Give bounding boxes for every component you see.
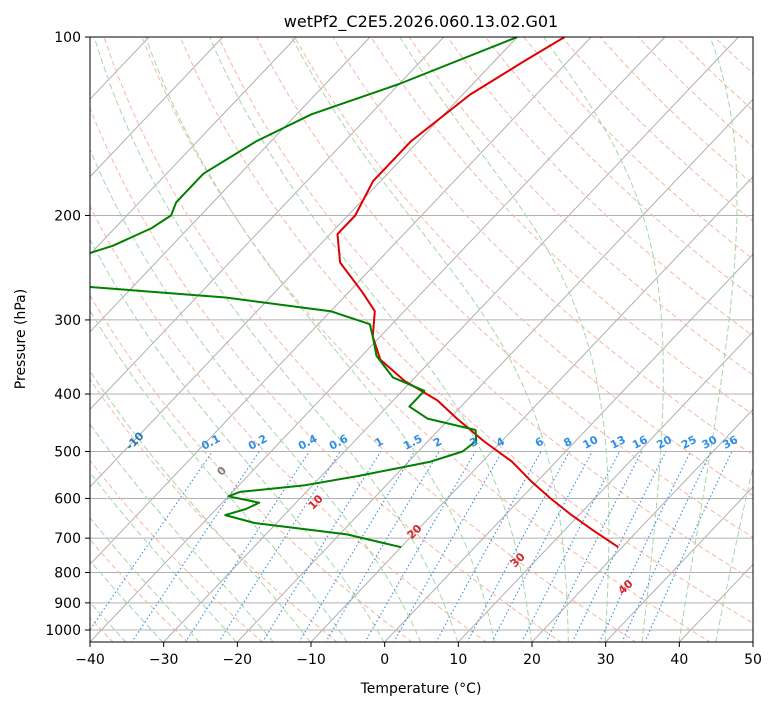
moist-adiabat-line xyxy=(209,37,532,642)
isotherm-line xyxy=(90,37,224,178)
moist-adiabat-line xyxy=(543,37,664,642)
isotherm-line xyxy=(236,98,753,642)
dry-adiabat-line xyxy=(90,459,264,642)
isotherm-line xyxy=(90,37,666,642)
x-tick-label: 50 xyxy=(744,652,762,668)
x-tick-label: −30 xyxy=(149,652,179,668)
isotherm-line xyxy=(90,37,371,333)
y-tick-label: 200 xyxy=(54,209,81,225)
mixing-ratio-line xyxy=(545,451,643,642)
mixing-ratio-line xyxy=(466,451,570,642)
dry-adiabat-line xyxy=(485,37,753,298)
moist-adiabat-line xyxy=(145,37,496,642)
isotherm-line xyxy=(310,176,753,642)
y-tick-label: 1000 xyxy=(45,623,81,639)
isotherm-line xyxy=(162,37,739,642)
moist-adiabat-line xyxy=(90,309,348,642)
dry-adiabat-line xyxy=(370,37,753,416)
x-tick-label: 20 xyxy=(523,652,541,668)
mixing-ratio-label: 10 xyxy=(581,433,601,452)
mixing-ratio-line xyxy=(218,451,341,642)
mixing-ratio-label: 25 xyxy=(679,433,699,452)
x-tick-label: −10 xyxy=(296,652,326,668)
isotherm-line xyxy=(90,37,297,256)
moist-adiabat-line xyxy=(715,464,753,642)
y-tick-label: 100 xyxy=(54,30,81,46)
moist-adiabat-line xyxy=(90,148,422,642)
moist-adiabat-line xyxy=(90,516,201,642)
moist-adiabat-line xyxy=(90,559,164,642)
x-tick-label: 30 xyxy=(597,652,615,668)
dry-adiabat-line xyxy=(141,37,712,642)
moist-adiabat-line xyxy=(291,37,569,642)
y-tick-label: 600 xyxy=(54,491,81,507)
isotherm-line xyxy=(531,408,753,642)
dry-adiabat-line xyxy=(90,538,189,642)
y-tick-label: 300 xyxy=(54,313,81,329)
mixing-ratio-label: 13 xyxy=(608,433,628,452)
y-tick-label: 700 xyxy=(54,531,81,547)
y-tick-label: 900 xyxy=(54,596,81,612)
x-tick-label: 0 xyxy=(380,652,389,668)
dry-adiabat-line xyxy=(90,106,562,642)
mixing-ratio-line xyxy=(90,451,213,631)
x-tick-label: 10 xyxy=(449,652,467,668)
dry-adiabat-line xyxy=(179,37,753,624)
dry-adiabat-line xyxy=(90,205,488,642)
isotherm-line xyxy=(383,253,753,642)
dry-adiabat-line xyxy=(408,37,753,376)
chart-title: wetPf2_C2E5.2026.060.13.02.G01 xyxy=(284,12,558,32)
plot-frame xyxy=(89,36,754,643)
isotherm-line xyxy=(604,486,753,642)
isotherm-line xyxy=(90,37,445,411)
mixing-ratio-line xyxy=(131,451,260,642)
mixing-ratio-label: 16 xyxy=(630,433,650,452)
x-tick-label: 40 xyxy=(670,652,688,668)
moist-adiabat-line xyxy=(90,370,311,642)
mixing-ratio-line xyxy=(571,451,667,642)
moist-adiabat-line xyxy=(90,423,274,642)
y-axis-label: Pressure (hPa) xyxy=(13,289,29,389)
mixing-ratio-line xyxy=(298,451,415,642)
x-axis-label: Temperature (°C) xyxy=(360,681,482,697)
moist-adiabat-line xyxy=(90,238,385,642)
series-layer xyxy=(90,37,619,549)
dry-adiabat-line xyxy=(90,294,413,642)
isotherm-line xyxy=(457,331,753,642)
x-tick-label: −40 xyxy=(75,652,105,668)
moist-adiabat-line xyxy=(678,37,738,642)
mixing-ratio-label: 20 xyxy=(654,433,674,452)
mixing-ratio-line xyxy=(184,451,310,642)
temperature-profile-line xyxy=(336,37,619,549)
y-tick-label: 400 xyxy=(54,387,81,403)
x-tick-label: −20 xyxy=(223,652,253,668)
moist-adiabat-line xyxy=(90,471,237,642)
mixing-ratio-label: 36 xyxy=(720,433,740,452)
dry-adiabat-line xyxy=(217,37,753,581)
y-tick-label: 500 xyxy=(54,444,81,460)
mixing-ratio-label: 30 xyxy=(700,433,720,452)
dry-adiabat-line xyxy=(294,37,753,497)
moist-adiabat-line xyxy=(399,37,610,642)
moist-adiabat-line xyxy=(93,37,459,642)
dry-adiabat-line xyxy=(103,37,637,642)
y-tick-label: 800 xyxy=(54,566,81,582)
mixing-ratio-line xyxy=(491,451,593,642)
dewpoint-profile-line xyxy=(90,37,518,549)
isotherm-line xyxy=(90,37,518,488)
mixing-ratio-line xyxy=(435,451,542,642)
x-axis: −40 −30 −20 −10 0 10 20 30 40 50 xyxy=(75,642,762,668)
grid-layer xyxy=(90,37,753,642)
isotherm-line xyxy=(90,37,592,566)
y-axis: 100 200 300 400 500 600 700 800 900 1000 xyxy=(45,30,90,639)
